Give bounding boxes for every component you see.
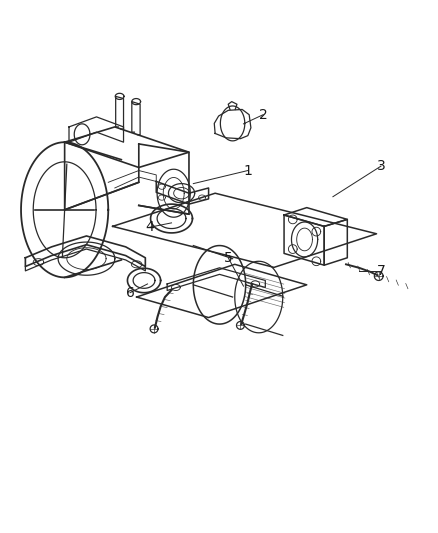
Text: 1: 1 bbox=[243, 164, 252, 177]
Text: 7: 7 bbox=[376, 264, 385, 278]
Text: 4: 4 bbox=[145, 220, 154, 234]
Text: 2: 2 bbox=[258, 108, 267, 122]
Text: 6: 6 bbox=[125, 286, 134, 300]
Text: 5: 5 bbox=[223, 251, 232, 265]
Text: 3: 3 bbox=[376, 159, 385, 173]
